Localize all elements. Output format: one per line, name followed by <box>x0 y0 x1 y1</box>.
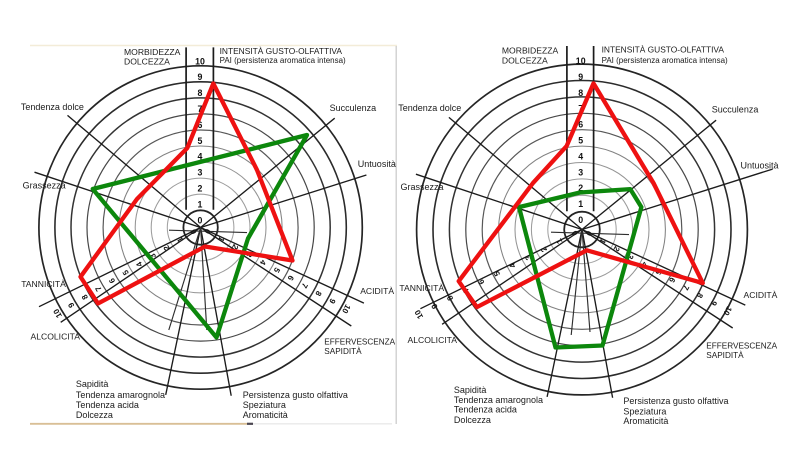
svg-text:0: 0 <box>583 229 593 238</box>
svg-text:0: 0 <box>202 227 212 236</box>
svg-text:Tendenza acida: Tendenza acida <box>454 405 517 415</box>
svg-text:ACIDITÀ: ACIDITÀ <box>360 286 394 296</box>
svg-text:Aromaticità: Aromaticità <box>623 416 668 426</box>
svg-text:2: 2 <box>539 245 549 254</box>
svg-text:3: 3 <box>625 252 635 261</box>
svg-text:9: 9 <box>66 301 76 310</box>
svg-text:PAI (persistenza aromatica int: PAI (persistenza aromatica intensa) <box>602 56 728 65</box>
svg-text:7: 7 <box>93 284 103 293</box>
svg-text:2: 2 <box>161 243 171 252</box>
svg-text:Tendenza dolce: Tendenza dolce <box>21 102 84 112</box>
svg-text:1: 1 <box>554 237 564 246</box>
svg-text:MORBIDEZZA: MORBIDEZZA <box>502 45 559 55</box>
svg-text:Persistenza gusto olfattiva: Persistenza gusto olfattiva <box>623 396 728 406</box>
svg-text:4: 4 <box>578 151 583 161</box>
svg-text:3: 3 <box>148 251 158 260</box>
svg-text:Aromaticità: Aromaticità <box>243 410 288 420</box>
svg-text:Untuosità: Untuosità <box>358 159 396 169</box>
svg-text:Succulenza: Succulenza <box>712 105 759 115</box>
svg-text:0: 0 <box>578 215 583 225</box>
svg-text:0: 0 <box>570 228 580 237</box>
svg-text:Sapidità: Sapidità <box>76 379 109 389</box>
svg-text:7: 7 <box>681 283 691 292</box>
svg-text:EFFERVESCENZA: EFFERVESCENZA <box>324 337 395 346</box>
svg-text:4: 4 <box>507 261 517 270</box>
svg-text:DOLCEZZA: DOLCEZZA <box>124 57 170 67</box>
svg-text:9: 9 <box>578 72 583 82</box>
svg-text:10: 10 <box>576 56 586 66</box>
svg-text:7: 7 <box>198 104 203 114</box>
svg-text:TANNICITÀ: TANNICITÀ <box>399 283 444 293</box>
svg-text:8: 8 <box>694 291 704 300</box>
svg-text:1: 1 <box>216 235 226 244</box>
svg-text:2: 2 <box>230 243 240 252</box>
svg-text:8: 8 <box>313 289 323 298</box>
svg-text:7: 7 <box>299 281 309 290</box>
svg-text:SAPIDITÀ: SAPIDITÀ <box>324 346 362 356</box>
svg-text:6: 6 <box>667 276 677 285</box>
svg-text:1: 1 <box>198 199 203 209</box>
svg-text:4: 4 <box>198 152 203 162</box>
svg-text:EFFERVESCENZA: EFFERVESCENZA <box>706 342 777 351</box>
svg-text:Persistenza gusto olfattiva: Persistenza gusto olfattiva <box>243 390 348 400</box>
svg-text:4: 4 <box>134 260 144 269</box>
svg-text:9: 9 <box>327 297 337 306</box>
svg-text:9: 9 <box>198 72 203 82</box>
svg-text:5: 5 <box>121 268 131 277</box>
svg-text:ALCOLICITA: ALCOLICITA <box>31 332 81 342</box>
svg-text:Dolcezza: Dolcezza <box>454 415 491 425</box>
svg-text:DOLCEZZA: DOLCEZZA <box>502 56 548 66</box>
svg-text:9: 9 <box>708 299 718 308</box>
svg-text:1: 1 <box>597 237 607 246</box>
svg-text:INTENSITÀ GUSTO-OLFATTIVA: INTENSITÀ GUSTO-OLFATTIVA <box>602 45 725 55</box>
svg-text:Sapidità: Sapidità <box>454 385 487 395</box>
svg-text:ALCOLICITA: ALCOLICITA <box>408 335 458 345</box>
svg-text:MORBIDEZZA: MORBIDEZZA <box>124 47 181 57</box>
svg-text:8: 8 <box>198 88 203 98</box>
svg-text:6: 6 <box>198 120 203 130</box>
svg-text:2: 2 <box>611 245 621 254</box>
svg-text:Tendenza amarognola: Tendenza amarognola <box>76 390 165 400</box>
svg-text:8: 8 <box>578 88 583 98</box>
svg-text:SAPIDITÀ: SAPIDITÀ <box>706 350 744 360</box>
svg-text:6: 6 <box>578 120 583 130</box>
svg-text:4: 4 <box>258 258 268 267</box>
svg-text:Untuosità: Untuosità <box>741 161 779 171</box>
svg-text:2: 2 <box>578 183 583 193</box>
svg-text:Dolcezza: Dolcezza <box>76 410 113 420</box>
svg-text:3: 3 <box>523 253 533 262</box>
svg-text:0: 0 <box>198 215 203 225</box>
svg-text:8: 8 <box>80 292 90 301</box>
svg-text:5: 5 <box>578 136 583 146</box>
svg-text:Grassezza: Grassezza <box>401 182 444 192</box>
svg-text:PAI (persistenza aromatica int: PAI (persistenza aromatica intensa) <box>220 56 346 65</box>
svg-text:Speziatura: Speziatura <box>623 406 666 416</box>
svg-text:6: 6 <box>107 276 117 285</box>
svg-text:Speziatura: Speziatura <box>243 400 286 410</box>
svg-text:8: 8 <box>445 293 455 302</box>
svg-text:TANNICITÀ: TANNICITÀ <box>21 279 66 289</box>
svg-text:9: 9 <box>429 302 439 311</box>
svg-text:3: 3 <box>578 167 583 177</box>
svg-text:1: 1 <box>578 199 583 209</box>
svg-text:Succulenza: Succulenza <box>330 103 377 113</box>
svg-text:6: 6 <box>285 274 295 283</box>
svg-text:5: 5 <box>492 269 502 278</box>
svg-text:3: 3 <box>198 168 203 178</box>
svg-text:5: 5 <box>271 266 281 275</box>
svg-text:5: 5 <box>198 136 203 146</box>
svg-text:Tendenza amarognola: Tendenza amarognola <box>454 395 543 405</box>
svg-text:1: 1 <box>175 235 185 244</box>
svg-text:0: 0 <box>189 227 199 236</box>
svg-text:2: 2 <box>198 184 203 194</box>
svg-text:Grassezza: Grassezza <box>23 180 66 190</box>
svg-text:Tendenza acida: Tendenza acida <box>76 400 139 410</box>
svg-text:ACIDITÀ: ACIDITÀ <box>744 290 778 300</box>
svg-text:10: 10 <box>195 56 205 66</box>
svg-text:Tendenza dolce: Tendenza dolce <box>398 103 461 113</box>
svg-text:INTENSITÀ GUSTO-OLFATTIVA: INTENSITÀ GUSTO-OLFATTIVA <box>220 46 343 56</box>
svg-text:6: 6 <box>476 277 486 286</box>
